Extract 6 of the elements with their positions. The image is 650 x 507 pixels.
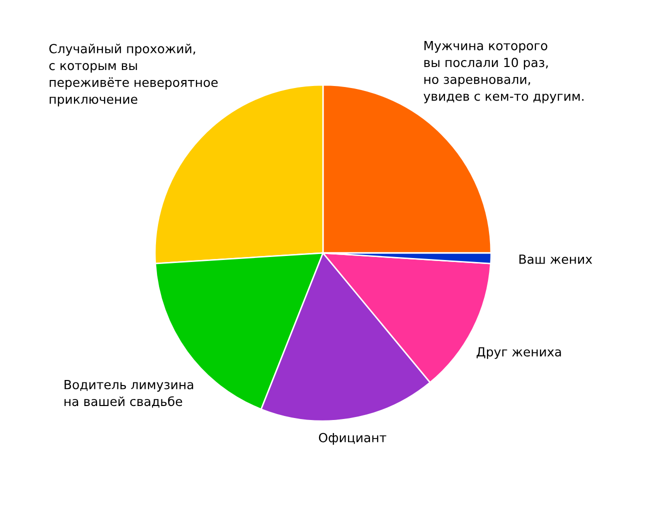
slice-label: Случайный прохожий, с которым вы переживёте невероятное приключение [49,44,218,106]
slice-label: Мужчина которого вы послали 10 раз, но заревновали, увидев с кем-то другим. [424,41,584,104]
slice-label: Водитель лимузина на вашей свадьбе [64,380,194,408]
slice-label: Друг жениха [476,347,561,359]
slice-label: Ваш жених [519,254,592,264]
slice-label: Официант [318,432,386,445]
